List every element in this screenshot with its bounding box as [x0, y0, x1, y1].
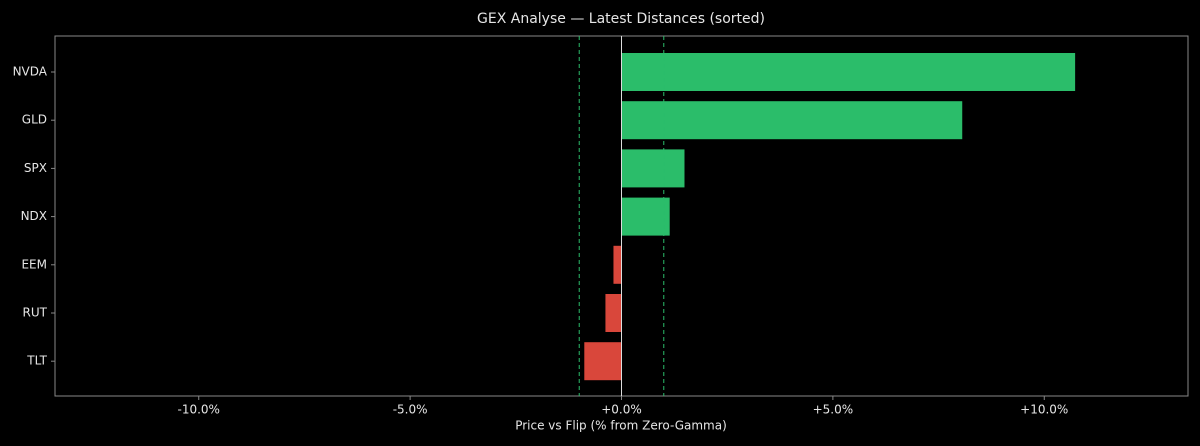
bar [621, 149, 685, 188]
x-tick-label: -5.0% [393, 403, 428, 417]
bar [605, 294, 622, 332]
x-tick-label: +10.0% [1020, 403, 1068, 417]
bar [621, 101, 963, 140]
y-tick-label: NVDA [13, 65, 48, 79]
y-tick-label: GLD [22, 113, 47, 127]
y-tick-label: RUT [23, 306, 48, 320]
x-tick-label: +0.0% [601, 403, 642, 417]
y-tick-label: EEM [21, 257, 47, 271]
chart-title: GEX Analyse — Latest Distances (sorted) [477, 11, 765, 27]
bar [621, 197, 670, 236]
x-tick-label: +5.0% [813, 403, 854, 417]
y-tick-label: SPX [24, 161, 47, 175]
bar [621, 53, 1076, 91]
bar [613, 245, 622, 284]
y-tick-label: NDX [21, 209, 47, 223]
y-tick-label: TLT [26, 354, 47, 368]
bar [584, 342, 622, 381]
x-axis-label: Price vs Flip (% from Zero-Gamma) [515, 419, 727, 433]
x-tick-label: -10.0% [178, 403, 220, 417]
